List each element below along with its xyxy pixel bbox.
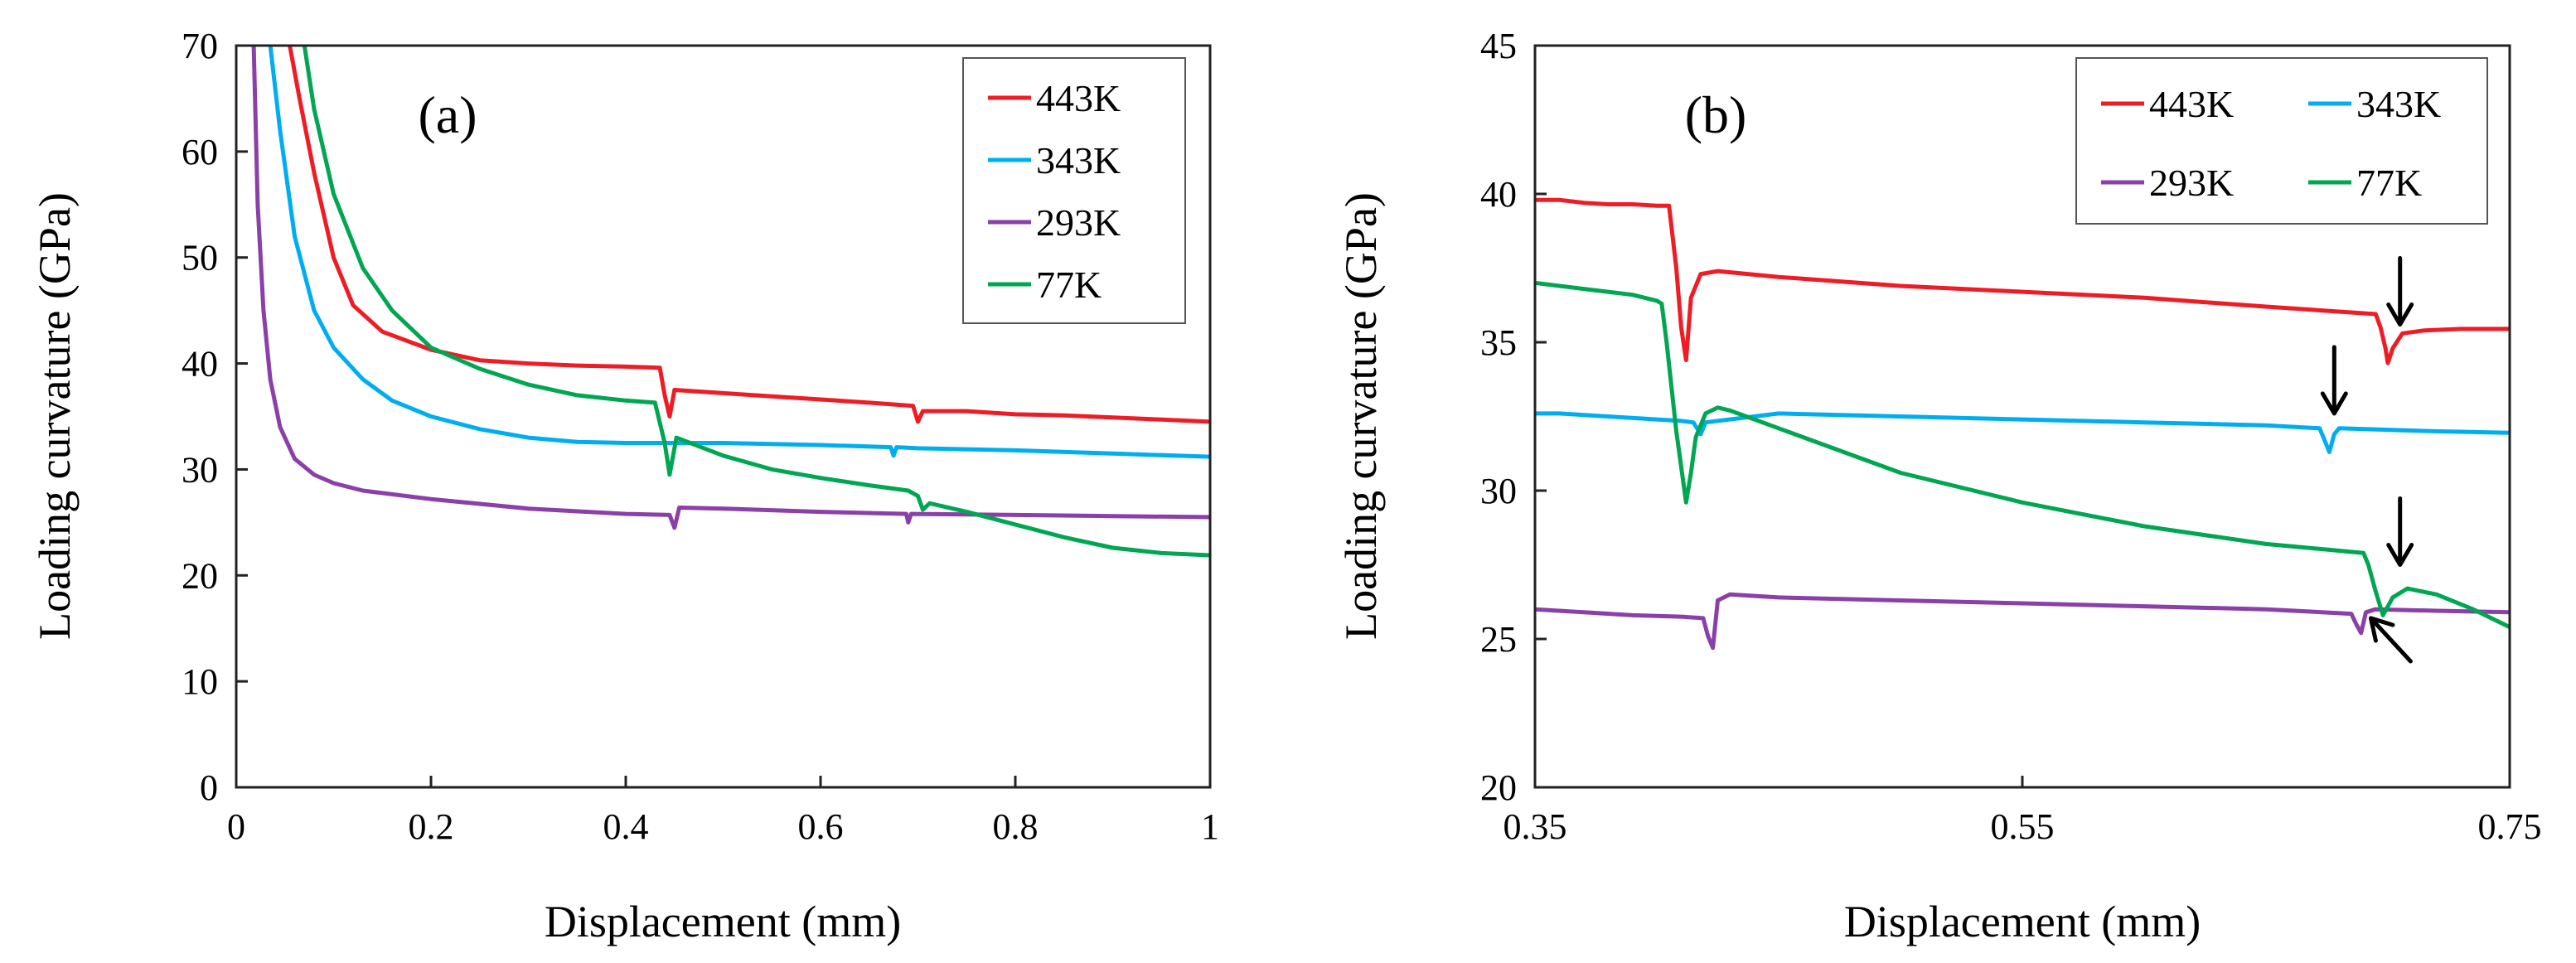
y-tick-label: 45 [1480, 26, 1517, 66]
legend-label-443K: 443K [2149, 83, 2234, 125]
x-tick-label: 0.75 [2478, 806, 2542, 847]
panel-a-plot-frame [235, 44, 1212, 789]
series-line-293K [1535, 592, 2510, 651]
x-tick-label: 0.35 [1503, 806, 1567, 847]
arrow-annotation-77K [2386, 496, 2414, 567]
panel-b-x-axis-title: Displacement (mm) [1844, 897, 2201, 946]
panel-a-legend-items: 443K 343K 293K 77K [988, 77, 1121, 306]
y-tick-label: 60 [182, 132, 218, 172]
panel-a-series-layer [251, 46, 1210, 558]
legend-label-343K: 343K [1036, 139, 1121, 181]
legend-label-77K: 77K [1036, 264, 1102, 306]
y-tick-label: 25 [1480, 619, 1517, 660]
panel-b-legend-items: 443K 343K 293K 77K [2101, 83, 2441, 204]
y-tick-label: 20 [182, 555, 218, 596]
panel-b-chart: 0.35 0.55 0.75 20 25 30 35 40 45 (b) Displacemen… [1336, 26, 2542, 946]
y-tick-label: 10 [182, 661, 218, 702]
x-tick-label: 0.4 [603, 806, 649, 847]
arrow-annotation-293K [2368, 616, 2413, 664]
panel-a-y-axis-title: Loading curvature (GPa) [30, 192, 80, 640]
panel-a-title: (a) [418, 85, 477, 144]
panel-b-series-layer [1535, 197, 2510, 651]
legend-label-77K: 77K [2356, 162, 2422, 204]
panel-b-ticks: 0.35 0.55 0.75 20 25 30 35 40 45 [1480, 26, 2542, 847]
x-tick-label: 0.55 [1991, 806, 2055, 847]
panel-b-y-axis-title: Loading curvature (GPa) [1336, 192, 1386, 640]
panel-b-annotations [2320, 256, 2414, 664]
series-line-343K [268, 46, 1210, 459]
x-tick-label: 0 [227, 806, 245, 847]
series-line-443K [288, 46, 1210, 424]
panel-b-title: (b) [1685, 85, 1747, 144]
x-tick-label: 1 [1201, 806, 1219, 847]
y-tick-label: 35 [1480, 322, 1517, 363]
series-line-443K [1535, 197, 2510, 365]
series-line-293K [251, 46, 1210, 530]
arrow-annotation-343K [2320, 345, 2348, 416]
x-tick-label: 0.2 [409, 806, 454, 847]
legend-label-293K: 293K [1036, 201, 1121, 244]
legend-label-343K: 343K [2356, 83, 2441, 125]
panel-b-legend: 443K 343K 293K 77K [2075, 57, 2488, 225]
legend-label-293K: 293K [2149, 162, 2234, 204]
y-tick-label: 30 [182, 449, 218, 490]
x-tick-label: 0.6 [798, 806, 844, 847]
y-tick-label: 40 [1480, 174, 1517, 215]
y-tick-label: 40 [182, 344, 218, 385]
y-tick-label: 70 [182, 26, 218, 66]
panel-a-x-axis-title: Displacement (mm) [545, 897, 901, 946]
arrow-annotation-443K [2386, 256, 2414, 327]
series-line-77K [302, 46, 1210, 558]
panel-b-legend-box [2075, 57, 2488, 225]
x-tick-label: 0.8 [993, 806, 1039, 847]
y-tick-label: 50 [182, 238, 218, 278]
y-tick-label: 0 [200, 767, 218, 808]
panel-a-legend: 443K 343K 293K 77K [962, 57, 1186, 324]
series-line-77K [1535, 280, 2510, 630]
y-tick-label: 20 [1480, 767, 1517, 808]
legend-label-443K: 443K [1036, 77, 1121, 119]
panel-a-legend-box [962, 57, 1186, 324]
y-tick-label: 30 [1480, 471, 1517, 511]
series-line-343K [1535, 411, 2510, 454]
